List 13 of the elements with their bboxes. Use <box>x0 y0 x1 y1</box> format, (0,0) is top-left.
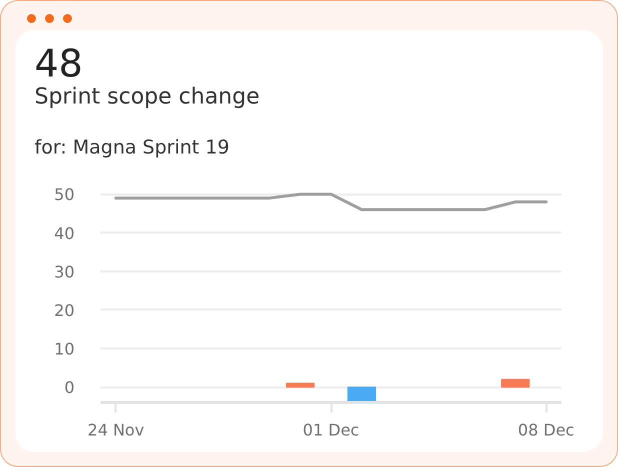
chart-subtitle: for: Magna Sprint 19 <box>34 136 230 158</box>
x-tick-label: 01 Dec <box>302 420 360 440</box>
y-tick-label: 40 <box>54 224 74 243</box>
chart-title: Sprint scope change <box>34 84 260 110</box>
y-tick-label: 0 <box>64 378 75 398</box>
x-tick-label: 24 Nov <box>88 420 144 440</box>
y-tick-label: 50 <box>54 185 74 204</box>
x-tick-label: 08 Dec <box>518 420 574 440</box>
line-series <box>114 192 548 212</box>
text: 48 <box>34 42 83 86</box>
y-tick-label: 20 <box>54 300 74 320</box>
y-tick-label: 30 <box>54 262 74 282</box>
y-tick-label: 10 <box>54 340 74 358</box>
